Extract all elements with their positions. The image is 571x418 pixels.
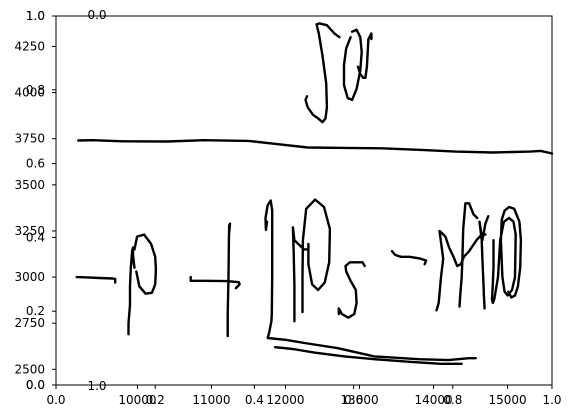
stray-tick-label: 0.0 — [87, 8, 106, 22]
outer-y-tick-label: 0.8 — [26, 83, 45, 97]
axes-frame — [55, 15, 553, 386]
handwriting-lines — [75, 22, 554, 365]
outer-x-tick-label: 0.6 — [344, 393, 363, 407]
outer-y-tick-label: 0.4 — [26, 230, 45, 244]
data-y-tick-label: 2750 — [14, 316, 45, 330]
data-x-tick-label: 14000 — [414, 393, 452, 407]
stroke-16 — [304, 22, 341, 124]
stroke-8 — [301, 198, 332, 314]
outer-x-tick-label: 1.0 — [542, 393, 561, 407]
stroke-13 — [478, 215, 490, 310]
stroke-1 — [75, 275, 117, 284]
data-x-tick-label: 10000 — [118, 393, 156, 407]
stray-tick-label: 0.0 — [26, 378, 45, 392]
data-x-tick-label: 11000 — [192, 393, 230, 407]
data-y-tick-label: 3000 — [14, 270, 45, 284]
data-y-tick-label: 4000 — [14, 86, 45, 100]
outer-x-tick-label: 0.8 — [443, 393, 462, 407]
stray-tick-label: 1.0 — [26, 9, 45, 23]
stroke-18 — [356, 32, 373, 79]
outer-y-tick-label: 1.0 — [26, 9, 45, 23]
outer-x-tick-label: 0.2 — [146, 393, 165, 407]
stroke-12 — [458, 202, 479, 308]
stroke-9 — [337, 261, 366, 319]
stroke-4 — [226, 222, 232, 338]
stroke-2 — [127, 233, 158, 336]
data-x-tick-label: 15000 — [488, 393, 526, 407]
stroke-10 — [390, 250, 428, 266]
stroke-11 — [435, 229, 487, 312]
stroke-3 — [189, 275, 241, 290]
data-y-tick-label: 3750 — [14, 132, 45, 146]
outer-x-tick-label: 0.0 — [46, 393, 65, 407]
outer-y-tick-label: 0.2 — [26, 304, 45, 318]
outer-axes: 0.0 0.2 0.4 0.6 0.8 1.0 0.0 0.2 0.4 0.6 0.8 1.0 0.0 1… — [26, 8, 562, 407]
outer-y-tick-label: 0.6 — [26, 157, 45, 171]
outer-x-tick-label: 0.4 — [245, 393, 264, 407]
stroke-15 — [77, 139, 554, 155]
data-y-tick-label: 3500 — [14, 178, 45, 192]
stroke-14 — [490, 205, 523, 305]
data-x-tick-label: 12000 — [266, 393, 304, 407]
outer-y-tick-label: 0.0 — [26, 378, 45, 392]
stroke-7 — [291, 226, 308, 323]
stray-tick-label: 1.0 — [87, 379, 106, 393]
data-y-tick-label: 4250 — [14, 39, 45, 53]
stroke-17 — [342, 28, 363, 102]
stroke-5 — [264, 199, 477, 362]
data-x-tick-label: 13000 — [340, 393, 378, 407]
data-y-tick-label: 3250 — [14, 224, 45, 238]
stroke-6 — [273, 346, 463, 365]
data-y-tick-label: 2500 — [14, 362, 45, 376]
data-axes: 10000 11000 12000 13000 14000 15000 2500 2750 30… — [14, 39, 526, 407]
